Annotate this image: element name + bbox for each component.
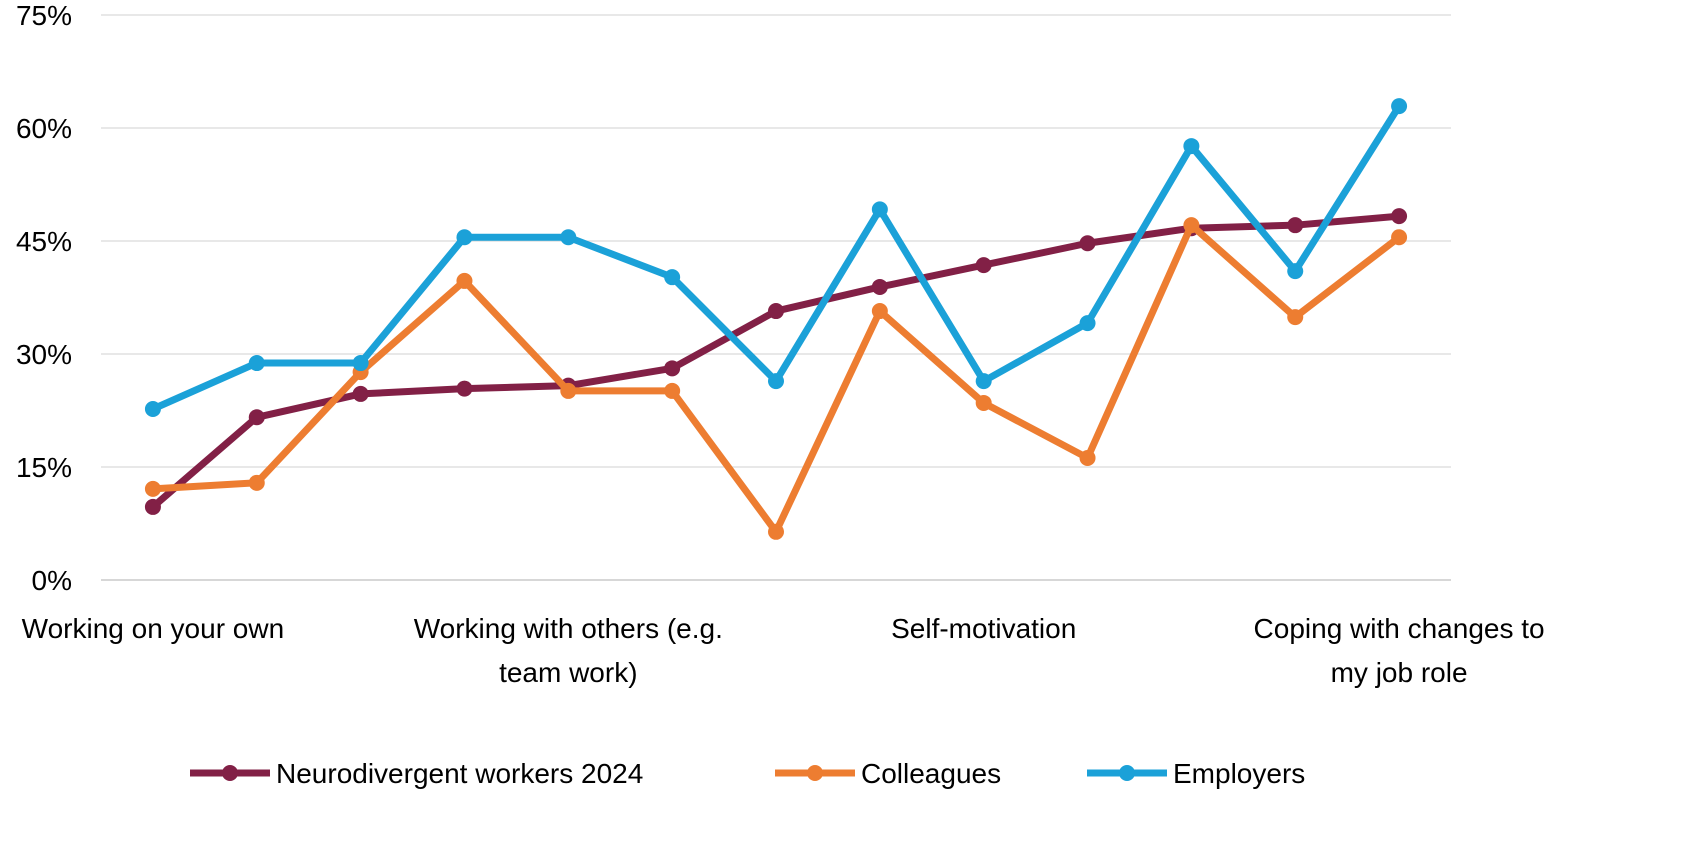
legend-label: Employers <box>1173 758 1305 789</box>
data-point <box>664 269 681 286</box>
data-point <box>768 373 784 390</box>
data-point <box>871 201 888 218</box>
y-tick-label: 60% <box>16 113 72 144</box>
data-point <box>560 229 577 246</box>
data-point <box>1079 449 1096 466</box>
y-tick-label: 0% <box>32 565 72 596</box>
y-tick-label: 15% <box>16 452 72 483</box>
x-tick-label: Working with others (e.g. <box>414 613 723 644</box>
data-point <box>352 355 369 372</box>
legend-item: Employers <box>1087 758 1305 789</box>
legend-item: Neurodivergent workers 2024 <box>190 758 643 789</box>
x-tick-label: Coping with changes to <box>1254 613 1545 644</box>
gridlines <box>101 14 1451 581</box>
x-tick-label: team work) <box>499 657 637 688</box>
data-point <box>768 303 784 320</box>
data-point <box>975 373 992 390</box>
data-point <box>248 409 265 426</box>
x-tick-label: Self-motivation <box>891 613 1076 644</box>
data-point <box>1183 217 1200 234</box>
data-point <box>144 480 161 497</box>
y-axis-ticks: 0% 15% 30% 45% 60% 75% <box>16 0 72 596</box>
data-point <box>1287 263 1304 280</box>
series-line <box>151 104 1403 413</box>
series-colleagues <box>144 217 1408 540</box>
y-tick-label: 30% <box>16 339 72 370</box>
data-point <box>1183 138 1200 155</box>
x-axis-labels: Working on your own Working with others (… <box>22 613 1545 688</box>
data-point <box>871 278 888 295</box>
data-point <box>248 355 265 372</box>
legend-swatch-marker <box>807 765 823 781</box>
data-point <box>456 229 473 246</box>
data-point <box>1287 217 1304 234</box>
data-point <box>456 272 473 289</box>
data-point <box>1079 315 1096 332</box>
data-point <box>1287 309 1304 326</box>
y-tick-label: 75% <box>16 0 72 31</box>
legend: Neurodivergent workers 2024 Colleagues Emp… <box>190 758 1305 789</box>
legend-label: Colleagues <box>861 758 1001 789</box>
data-point <box>144 498 161 515</box>
y-tick-label: 45% <box>16 226 72 257</box>
legend-item: Colleagues <box>775 758 1001 789</box>
data-point <box>1391 208 1408 225</box>
data-point <box>1391 98 1408 115</box>
data-point <box>664 382 681 399</box>
legend-label: Neurodivergent workers 2024 <box>276 758 643 789</box>
data-point <box>768 523 784 540</box>
data-point <box>871 303 888 320</box>
series-group <box>144 98 1408 540</box>
data-point <box>144 400 161 417</box>
data-point <box>352 385 369 402</box>
data-point <box>560 382 577 399</box>
x-tick-label: Working on your own <box>22 613 285 644</box>
x-tick-label: my job role <box>1331 657 1468 688</box>
series-employers <box>144 98 1408 417</box>
data-point <box>1079 235 1096 252</box>
data-point <box>248 474 265 491</box>
data-point <box>975 257 992 274</box>
legend-swatch-marker <box>222 765 238 781</box>
data-point <box>664 360 681 377</box>
data-point <box>456 380 473 397</box>
data-point <box>975 394 992 411</box>
data-point <box>1391 229 1408 246</box>
legend-swatch-marker <box>1119 765 1135 781</box>
